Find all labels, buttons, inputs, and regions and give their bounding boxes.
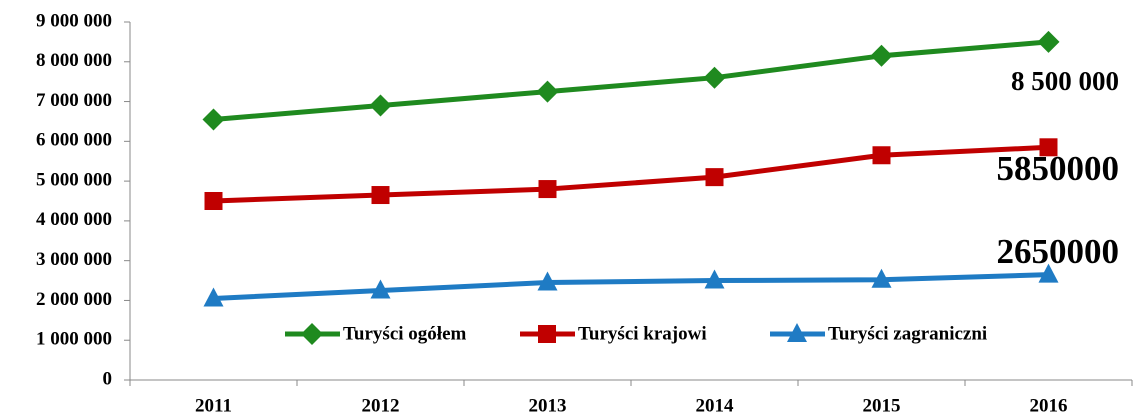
data-point xyxy=(202,108,225,131)
legend-marker xyxy=(538,325,556,343)
legend-label: Turyści krajowi xyxy=(578,323,707,344)
legend-box xyxy=(268,316,1055,352)
data-label: 8 500 000 xyxy=(1011,66,1119,96)
series-line xyxy=(213,272,1049,301)
data-point xyxy=(871,268,892,288)
series-line xyxy=(213,39,1049,122)
data-point xyxy=(704,269,725,289)
y-tick-label: 7 000 000 xyxy=(36,90,112,111)
series-line xyxy=(213,144,1049,204)
legend-label: Turyści ogółem xyxy=(343,323,466,344)
data-point xyxy=(536,80,559,103)
data-label: 2650000 xyxy=(997,232,1120,271)
data-point xyxy=(1039,138,1058,157)
y-tick-label: 0 xyxy=(103,368,113,389)
data-point xyxy=(204,192,223,210)
legend-marker xyxy=(301,323,323,345)
x-tick-label: 2011 xyxy=(195,395,232,416)
legend-label: Turyści zagraniczni xyxy=(828,323,987,344)
data-point xyxy=(537,271,558,291)
data-point xyxy=(203,287,224,307)
y-tick-label: 6 000 000 xyxy=(36,130,112,151)
data-label: 5850000 xyxy=(997,149,1120,188)
data-point xyxy=(371,186,390,205)
data-point xyxy=(370,279,391,299)
data-point xyxy=(1037,30,1060,53)
y-tick-label: 4 000 000 xyxy=(36,209,112,230)
x-tick-label: 2012 xyxy=(362,395,400,416)
data-point xyxy=(872,146,891,165)
y-tick-label: 5 000 000 xyxy=(36,169,112,190)
legend-marker xyxy=(787,323,807,342)
data-point xyxy=(703,66,726,89)
x-tick-label: 2013 xyxy=(529,395,567,416)
data-point xyxy=(538,180,557,199)
y-tick-label: 2 000 000 xyxy=(36,289,112,310)
data-point xyxy=(870,44,893,67)
x-tick-label: 2015 xyxy=(863,395,901,416)
y-tick-label: 3 000 000 xyxy=(36,249,112,270)
data-point xyxy=(705,168,724,187)
data-point xyxy=(1038,263,1059,283)
y-tick-label: 8 000 000 xyxy=(36,50,112,71)
x-tick-label: 2016 xyxy=(1030,395,1068,416)
y-tick-label: 1 000 000 xyxy=(36,329,112,350)
data-point xyxy=(369,94,392,117)
x-tick-label: 2014 xyxy=(696,395,735,416)
y-tick-label: 9 000 000 xyxy=(36,10,112,31)
